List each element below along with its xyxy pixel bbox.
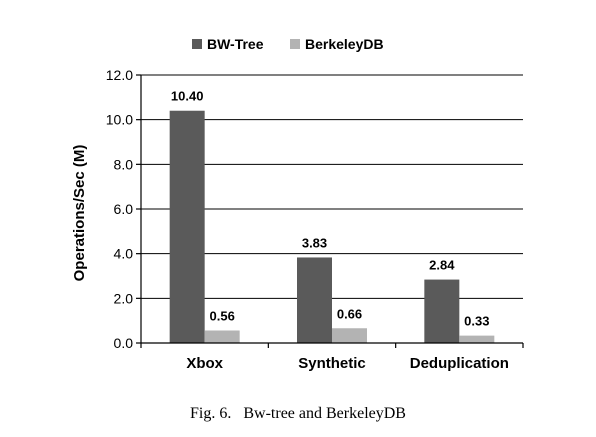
bars [169, 110, 495, 343]
figure-caption: Fig. 6. Bw-tree and BerkeleyDB [190, 405, 406, 422]
axes: 0.0 2.0 4.0 6.0 8.0 10.0 12.0 Xbox Synthetic Dedu… [106, 67, 524, 372]
x-category-label: Synthetic [298, 355, 366, 372]
legend-label: BerkeleyDB [305, 36, 384, 52]
y-tick-label: 8.0 [114, 156, 134, 172]
bar-bw-tree-xbox [169, 110, 205, 343]
data-labels: 10.40 0.56 3.83 0.66 2.84 0.33 [171, 89, 490, 329]
legend: BW-Tree BerkeleyDB [192, 36, 384, 52]
y-tick-label: 4.0 [114, 246, 134, 262]
legend-swatch [192, 39, 202, 49]
data-label: 10.40 [171, 89, 204, 104]
x-category-label: Deduplication [410, 355, 509, 372]
y-tick-label: 2.0 [114, 290, 134, 306]
y-tick-label: 6.0 [114, 201, 134, 217]
y-tick-label: 0.0 [114, 335, 134, 351]
data-label: 0.56 [210, 308, 235, 323]
data-label: 0.33 [464, 314, 489, 329]
bar-berkeleydb-xbox [204, 330, 240, 343]
x-category-label: Xbox [186, 355, 223, 372]
y-tick-label: 12.0 [106, 67, 133, 83]
legend-label: BW-Tree [207, 36, 264, 52]
data-label: 3.83 [302, 235, 327, 250]
y-tick-label: 10.0 [106, 112, 133, 128]
legend-swatch [290, 39, 300, 49]
data-label: 0.66 [337, 306, 362, 321]
bar-bw-tree-synthetic [297, 257, 332, 343]
bar-berkeleydb-deduplication [459, 335, 495, 343]
data-label: 2.84 [429, 258, 455, 273]
y-axis-title: Operations/Sec (M) [71, 145, 88, 282]
bar-berkeleydb-synthetic [332, 328, 367, 343]
bar-bw-tree-deduplication [424, 279, 460, 343]
